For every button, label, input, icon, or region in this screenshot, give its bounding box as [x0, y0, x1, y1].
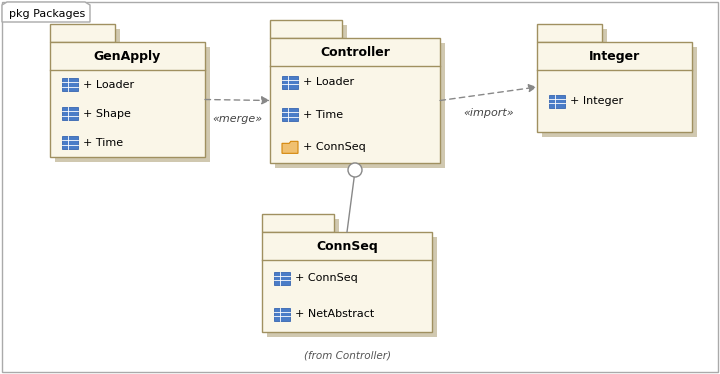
Text: + Time: + Time [83, 138, 123, 147]
Text: + Loader: + Loader [303, 77, 354, 87]
Bar [62, 107, 78, 120]
Text: Integer: Integer [589, 49, 640, 62]
Text: Controller: Controller [320, 46, 390, 58]
Bar [537, 42, 692, 132]
Text: «import»: «import» [463, 108, 514, 118]
Text: + Loader: + Loader [83, 80, 134, 89]
Bar [50, 42, 205, 157]
Bar [282, 76, 298, 89]
Bar [542, 29, 607, 47]
Text: + ConnSeq: + ConnSeq [303, 142, 366, 152]
Text: pkg Packages: pkg Packages [9, 9, 85, 19]
Bar [262, 214, 334, 232]
Bar [275, 43, 445, 168]
Bar [542, 47, 697, 137]
Text: + Integer: + Integer [570, 96, 623, 106]
Bar [55, 47, 210, 162]
Polygon shape [282, 141, 298, 153]
Bar [55, 29, 120, 47]
Bar [267, 237, 437, 337]
Text: GenApply: GenApply [94, 49, 161, 62]
Bar [50, 24, 115, 42]
Text: + Shape: + Shape [83, 108, 131, 119]
Text: + ConnSeq: + ConnSeq [295, 273, 358, 283]
Bar [270, 38, 440, 163]
Bar [267, 219, 339, 237]
Text: ConnSeq: ConnSeq [316, 239, 378, 252]
Text: + Time: + Time [303, 110, 343, 120]
Bar [282, 108, 298, 121]
Bar [537, 24, 602, 42]
Polygon shape [2, 2, 90, 22]
Bar [262, 232, 432, 332]
Bar [270, 20, 342, 38]
Text: + NetAbstract: + NetAbstract [295, 309, 374, 319]
Bar [62, 78, 78, 91]
Ellipse shape [348, 163, 362, 177]
Bar [274, 272, 290, 285]
Text: (from Controller): (from Controller) [304, 350, 390, 360]
Text: «merge»: «merge» [212, 114, 263, 124]
Bar [274, 307, 290, 321]
Bar [549, 95, 565, 107]
Bar [62, 136, 78, 149]
Bar [275, 25, 347, 43]
